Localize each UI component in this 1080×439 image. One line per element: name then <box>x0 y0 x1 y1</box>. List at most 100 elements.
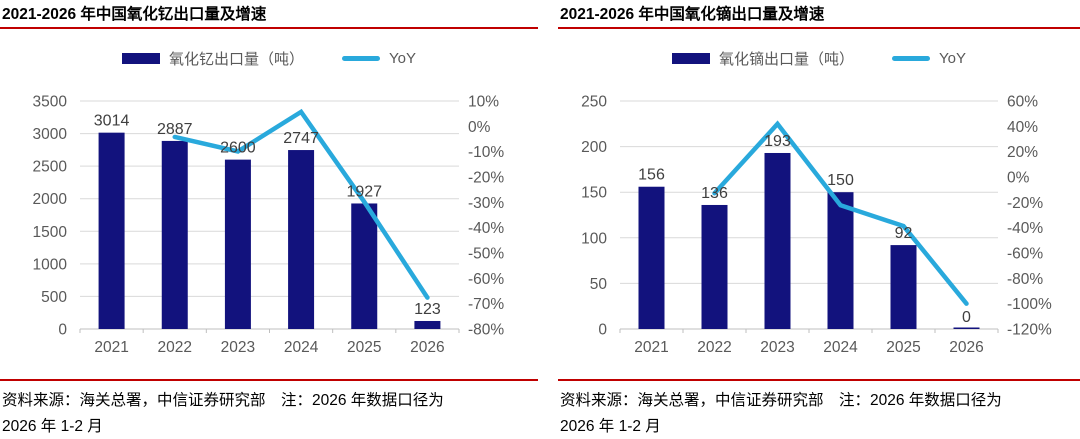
legend-bar-label: 氧化钇出口量（吨） <box>169 50 305 68</box>
legend-yttrium: 氧化钇出口量（吨） YoY <box>0 45 538 71</box>
y-left-tick-label: 50 <box>590 276 608 293</box>
y-right-tick-label: -40% <box>468 220 504 237</box>
bar-value-label: 156 <box>638 167 665 184</box>
y-right-tick-label: -10% <box>468 144 504 161</box>
title-underline <box>558 27 1080 29</box>
y-left-tick-label: 0 <box>58 322 67 339</box>
x-tick-label: 2022 <box>158 339 192 356</box>
legend-item-bar: 氧化钇出口量（吨） <box>122 48 304 69</box>
bar-value-label: 3014 <box>94 113 130 130</box>
y-right-tick-label: 0% <box>1007 170 1030 187</box>
chart-panel-yttrium-oxide: 2021-2026 年中国氧化钇出口量及增速 氧化钇出口量（吨） YoY 350… <box>0 0 538 439</box>
bar-2026 <box>414 320 441 329</box>
title-underline <box>0 27 538 29</box>
bar-2021 <box>638 186 665 329</box>
source-line-1: 资料来源：海关总署，中信证券研究部 注：2026 年数据口径为 <box>560 392 1002 409</box>
bar-value-label: 150 <box>827 172 854 189</box>
yoy-line <box>712 120 969 306</box>
y-left-tick-label: 2000 <box>33 191 68 208</box>
bar-value-label: 0 <box>962 309 971 326</box>
bar-2022 <box>701 204 728 329</box>
legend-bar-label: 氧化镝出口量（吨） <box>719 50 855 68</box>
bar-2024 <box>288 150 315 329</box>
yoy-line <box>172 108 430 300</box>
y-right-tick-label: -80% <box>468 322 504 339</box>
y-left-tick-label: 1000 <box>33 256 68 273</box>
y-left-tick-label: 200 <box>581 139 607 156</box>
x-tick-label: 2026 <box>410 339 444 356</box>
bar-2022 <box>161 140 188 329</box>
legend-item-line: YoY <box>342 50 416 67</box>
bar-value-label: 136 <box>701 185 728 202</box>
bar-2026 <box>953 327 980 329</box>
chart-panel-dysprosium-oxide: 2021-2026 年中国氧化镝出口量及增速 氧化镝出口量（吨） YoY 250… <box>558 0 1080 439</box>
y-right-tick-label: -40% <box>1007 220 1043 237</box>
yttrium-export-chart: 3500 3000 2500 2000 1500 1000 500 0 10% 0% -10% -20… <box>33 94 505 357</box>
y-right-tick-label: 40% <box>1007 119 1038 136</box>
bar-2021 <box>98 132 125 329</box>
y-left-tick-label: 500 <box>41 289 67 306</box>
bar-swatch-icon <box>122 52 160 64</box>
y-left-tick-label: 0 <box>598 322 607 339</box>
y-left-tick-label: 100 <box>581 230 607 247</box>
y-right-tick-label: 60% <box>1007 94 1038 111</box>
source-note-yttrium: 资料来源：海关总署，中信证券研究部 注：2026 年数据口径为 2026 年 1… <box>0 379 538 439</box>
y-left-tick-label: 2500 <box>33 159 68 176</box>
y-right-tick-label: 10% <box>468 94 499 111</box>
y-right-tick-label: -120% <box>1007 322 1052 339</box>
x-tick-label: 2023 <box>221 339 255 356</box>
bar-value-label: 2887 <box>157 121 193 138</box>
x-tick-label: 2023 <box>760 339 794 356</box>
x-tick-label: 2021 <box>634 339 668 356</box>
chart-title-dysprosium: 2021-2026 年中国氧化镝出口量及增速 <box>560 6 825 23</box>
bar-2025 <box>351 203 378 329</box>
source-line-2: 2026 年 1-2 月 <box>2 418 103 435</box>
y-right-tick-label: -20% <box>1007 195 1043 212</box>
y-right-tick-label: -60% <box>1007 246 1043 263</box>
y-right-tick-label: 20% <box>1007 144 1038 161</box>
line-swatch-icon <box>342 55 381 61</box>
y-right-tick-label: -70% <box>468 296 504 313</box>
x-tick-label: 2024 <box>284 339 319 356</box>
legend-item-line: YoY <box>892 50 966 67</box>
line-swatch-icon <box>892 55 931 61</box>
bar-value-label: 92 <box>895 225 913 242</box>
bar-value-label: 193 <box>764 133 791 150</box>
bar-swatch-icon <box>672 52 710 64</box>
bar-value-label: 1927 <box>346 183 382 200</box>
source-line-2: 2026 年 1-2 月 <box>560 418 661 435</box>
y-left-tick-label: 3500 <box>33 94 68 111</box>
source-note-dysprosium: 资料来源：海关总署，中信证券研究部 注：2026 年数据口径为 2026 年 1… <box>558 379 1080 439</box>
source-line-1: 资料来源：海关总署，中信证券研究部 注：2026 年数据口径为 <box>2 392 444 409</box>
y-right-tick-label: -60% <box>468 271 504 288</box>
x-tick-label: 2025 <box>886 339 920 356</box>
legend-line-label: YoY <box>939 49 966 67</box>
x-tick-label: 2026 <box>949 339 983 356</box>
bar-2023 <box>224 159 251 329</box>
x-tick-label: 2024 <box>823 339 858 356</box>
y-right-tick-label: -20% <box>468 170 504 187</box>
bar-2024 <box>827 192 854 329</box>
y-right-tick-label: -100% <box>1007 296 1052 313</box>
y-left-tick-label: 150 <box>581 185 607 202</box>
y-right-tick-label: -80% <box>1007 271 1043 288</box>
x-tick-label: 2022 <box>697 339 731 356</box>
dysprosium-export-chart: 250 200 150 100 50 0 60% 40% 20% 0% -20% -40% -60% -8… <box>581 94 1052 357</box>
x-tick-label: 2025 <box>347 339 381 356</box>
bar-value-label: 2600 <box>220 140 256 157</box>
bar-2023 <box>764 152 791 329</box>
y-right-tick-label: 0% <box>468 119 491 136</box>
bar-value-label: 123 <box>414 301 441 318</box>
x-tick-label: 2021 <box>94 339 128 356</box>
legend-line-label: YoY <box>389 49 416 67</box>
chart-title-yttrium: 2021-2026 年中国氧化钇出口量及增速 <box>2 6 267 23</box>
bar-value-label: 2747 <box>283 130 319 147</box>
y-right-tick-label: -30% <box>468 195 504 212</box>
bar-2025 <box>890 245 917 329</box>
y-left-tick-label: 3000 <box>33 126 68 143</box>
y-left-tick-label: 1500 <box>33 224 68 241</box>
legend-item-bar: 氧化镝出口量（吨） <box>672 48 854 69</box>
legend-dysprosium: 氧化镝出口量（吨） YoY <box>558 45 1080 71</box>
y-right-tick-label: -50% <box>468 246 504 263</box>
